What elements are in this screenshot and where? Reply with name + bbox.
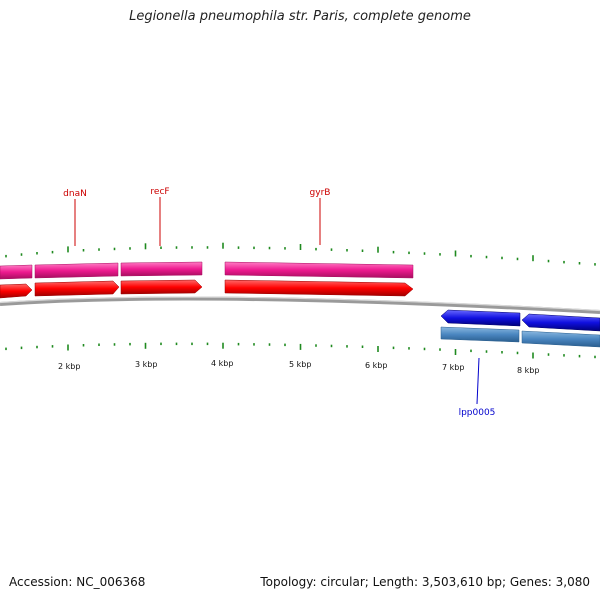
accession-text: Accession: NC_006368 bbox=[9, 575, 146, 589]
gene-label-lpp0005[interactable]: lpp0005 bbox=[459, 408, 496, 418]
gene-feature-recf[interactable] bbox=[120, 261, 203, 277]
gene-labels: dnaN recF gyrB lpp0005 bbox=[63, 187, 495, 418]
gene-feature-dnan[interactable] bbox=[0, 264, 33, 280]
cds-arrow-reverse-2[interactable] bbox=[521, 313, 600, 332]
genome-summary-text: Topology: circular; Length: 3,503,610 bp… bbox=[260, 575, 590, 589]
cds-arrow-dnan[interactable] bbox=[34, 280, 120, 297]
reverse-cds-track bbox=[440, 309, 600, 332]
axis-label-5kbp: 5 kbp bbox=[289, 360, 311, 369]
axis-label-6kbp: 6 kbp bbox=[365, 361, 387, 370]
genome-title: Legionella pneumophila str. Paris, compl… bbox=[129, 9, 471, 24]
gene-label-recf[interactable]: recF bbox=[150, 187, 169, 197]
cds-arrow-gyrb[interactable] bbox=[224, 279, 414, 297]
reverse-gene-track bbox=[440, 326, 600, 348]
axis-labels: 2 kbp 3 kbp 4 kbp 5 kbp 6 kbp 7 kbp 8 kb… bbox=[58, 359, 539, 375]
axis-label-3kbp: 3 kbp bbox=[135, 360, 157, 369]
gene-feature-lpp0005[interactable] bbox=[440, 326, 520, 343]
gene-feature-dnan-b[interactable] bbox=[34, 262, 119, 279]
cds-arrow-lpp0005[interactable] bbox=[440, 309, 521, 327]
cds-arrow-1[interactable] bbox=[0, 283, 33, 299]
gene-feature-reverse-2[interactable] bbox=[521, 330, 600, 348]
axis-label-4kbp: 4 kbp bbox=[211, 359, 233, 368]
axis-label-8kbp: 8 kbp bbox=[517, 366, 539, 375]
gene-label-dnan[interactable]: dnaN bbox=[63, 189, 87, 199]
genome-backbone bbox=[0, 296, 600, 314]
inner-tick-ring bbox=[5, 342, 596, 359]
outer-tick-ring bbox=[5, 242, 596, 266]
axis-label-2kbp: 2 kbp bbox=[58, 362, 80, 371]
forward-gene-track bbox=[0, 261, 414, 280]
gene-feature-gyrb[interactable] bbox=[224, 261, 414, 279]
genome-backbone-highlight bbox=[0, 296, 600, 312]
cds-arrow-recf[interactable] bbox=[120, 279, 203, 295]
axis-label-7kbp: 7 kbp bbox=[442, 363, 464, 372]
leader-line-lpp0005 bbox=[476, 357, 480, 405]
gene-label-gyrb[interactable]: gyrB bbox=[310, 188, 331, 198]
forward-cds-track bbox=[0, 279, 414, 299]
